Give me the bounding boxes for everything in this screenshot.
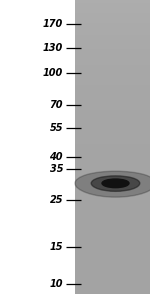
Text: 170: 170 — [43, 19, 63, 29]
Text: 70: 70 — [50, 100, 63, 110]
Ellipse shape — [75, 171, 150, 197]
Text: 130: 130 — [43, 44, 63, 54]
Text: 55: 55 — [50, 123, 63, 133]
Ellipse shape — [91, 176, 140, 191]
Text: 35: 35 — [50, 164, 63, 174]
Ellipse shape — [102, 179, 129, 188]
Text: 10: 10 — [50, 279, 63, 289]
Text: 25: 25 — [50, 195, 63, 205]
Text: 15: 15 — [50, 242, 63, 252]
Text: 40: 40 — [50, 152, 63, 162]
Text: 100: 100 — [43, 68, 63, 78]
